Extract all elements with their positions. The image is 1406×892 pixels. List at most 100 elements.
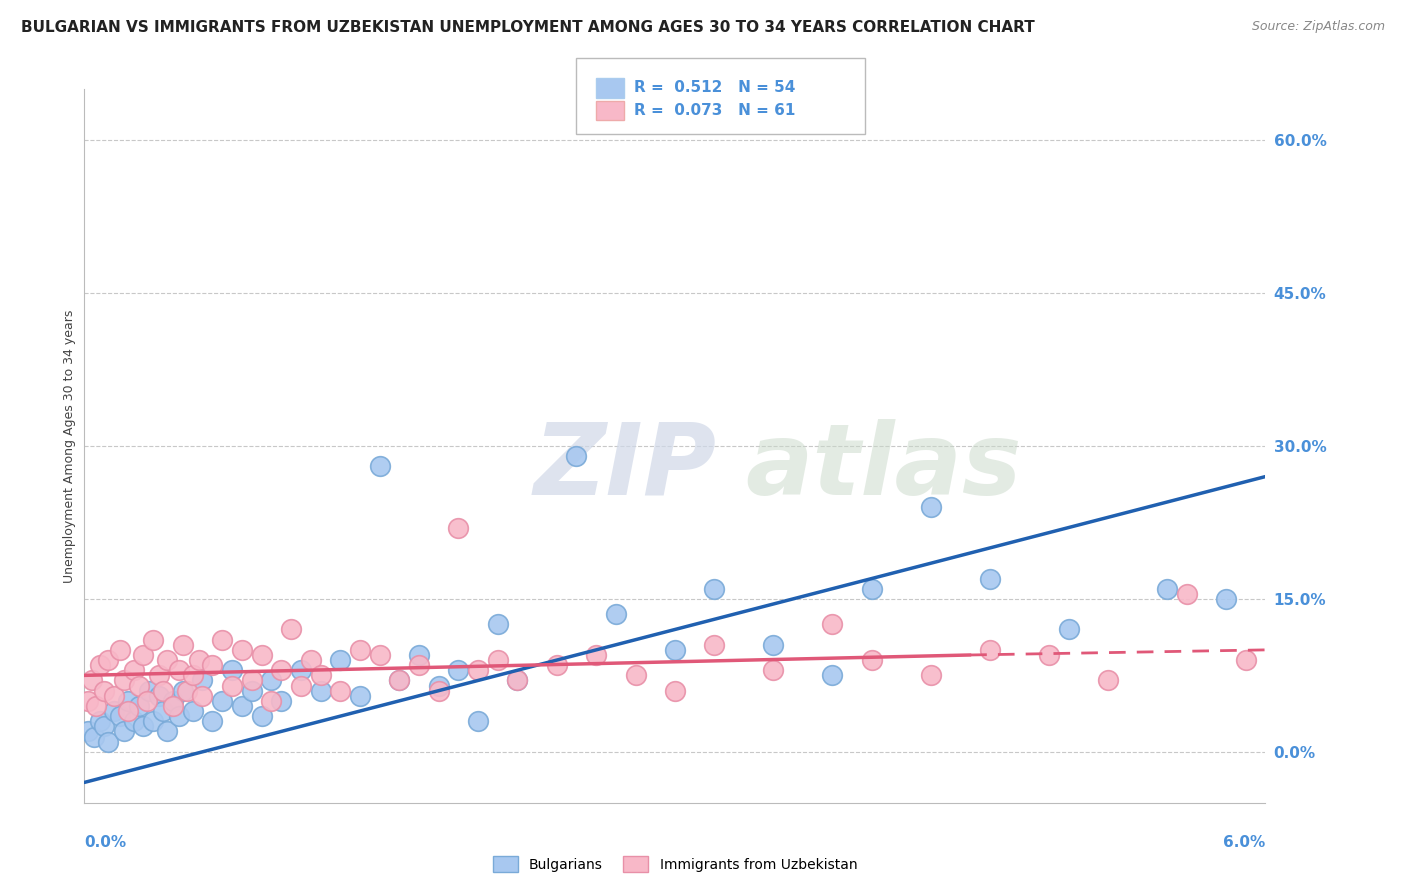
Text: R =  0.512   N = 54: R = 0.512 N = 54 xyxy=(634,80,796,95)
Point xyxy=(112,724,135,739)
Point xyxy=(388,673,411,688)
Point xyxy=(546,658,568,673)
Point xyxy=(1215,591,1237,606)
Point xyxy=(191,673,214,688)
Point xyxy=(920,500,942,515)
Point xyxy=(93,683,115,698)
Point xyxy=(1234,653,1257,667)
Point xyxy=(103,689,125,703)
Point xyxy=(82,673,104,688)
Point xyxy=(142,714,165,729)
Point xyxy=(103,704,125,718)
Point xyxy=(664,683,686,698)
Point xyxy=(211,632,233,647)
Point xyxy=(156,724,179,739)
Point xyxy=(467,714,489,729)
Point xyxy=(1038,648,1060,662)
Point xyxy=(920,668,942,682)
Point xyxy=(447,663,470,677)
Point xyxy=(128,698,150,713)
Point xyxy=(181,668,204,682)
Point xyxy=(664,643,686,657)
Point xyxy=(122,663,145,677)
Point xyxy=(201,658,224,673)
Point xyxy=(821,668,844,682)
Point xyxy=(231,698,253,713)
Legend: Bulgarians, Immigrants from Uzbekistan: Bulgarians, Immigrants from Uzbekistan xyxy=(486,851,863,878)
Point xyxy=(132,648,155,662)
Point xyxy=(83,730,105,744)
Point xyxy=(1057,623,1080,637)
Point xyxy=(117,694,139,708)
Point xyxy=(108,709,131,723)
Point xyxy=(89,658,111,673)
Point xyxy=(250,709,273,723)
Point xyxy=(152,704,174,718)
Point xyxy=(112,673,135,688)
Point xyxy=(290,679,312,693)
Point xyxy=(762,638,785,652)
Point xyxy=(167,709,190,723)
Point xyxy=(142,632,165,647)
Point xyxy=(89,714,111,729)
Point xyxy=(290,663,312,677)
Point xyxy=(187,653,209,667)
Point xyxy=(132,719,155,733)
Point xyxy=(299,653,322,667)
Point xyxy=(221,679,243,693)
Point xyxy=(408,648,430,662)
Point xyxy=(122,714,145,729)
Point xyxy=(152,683,174,698)
Point xyxy=(486,617,509,632)
Point xyxy=(329,683,352,698)
Point xyxy=(181,704,204,718)
Point xyxy=(260,673,283,688)
Point xyxy=(240,683,263,698)
Text: R =  0.073   N = 61: R = 0.073 N = 61 xyxy=(634,103,796,118)
Point xyxy=(506,673,529,688)
Point xyxy=(136,694,159,708)
Point xyxy=(250,648,273,662)
Point xyxy=(172,638,194,652)
Text: ZIP: ZIP xyxy=(533,419,716,516)
Point xyxy=(329,653,352,667)
Point xyxy=(1097,673,1119,688)
Point xyxy=(979,643,1001,657)
Point xyxy=(762,663,785,677)
Point xyxy=(97,653,120,667)
Point xyxy=(201,714,224,729)
Point xyxy=(860,582,883,596)
Point xyxy=(427,683,450,698)
Point xyxy=(703,638,725,652)
Text: atlas: atlas xyxy=(745,419,1022,516)
Point xyxy=(1175,587,1198,601)
Point xyxy=(167,663,190,677)
Point xyxy=(388,673,411,688)
Point xyxy=(605,607,627,622)
Point xyxy=(486,653,509,667)
Point xyxy=(565,449,588,463)
Point xyxy=(77,724,100,739)
Point xyxy=(84,698,107,713)
Point xyxy=(138,683,160,698)
Point xyxy=(624,668,647,682)
Point xyxy=(368,459,391,474)
Point xyxy=(260,694,283,708)
Point xyxy=(240,673,263,688)
Point xyxy=(270,694,292,708)
Point xyxy=(506,673,529,688)
Point xyxy=(176,683,198,698)
Point xyxy=(221,663,243,677)
Point xyxy=(162,694,184,708)
Point xyxy=(280,623,302,637)
Text: Source: ZipAtlas.com: Source: ZipAtlas.com xyxy=(1251,20,1385,33)
Point xyxy=(427,679,450,693)
Point xyxy=(108,643,131,657)
Point xyxy=(191,689,214,703)
Point xyxy=(156,653,179,667)
Point xyxy=(467,663,489,677)
Point xyxy=(211,694,233,708)
Point xyxy=(93,719,115,733)
Point xyxy=(349,643,371,657)
Text: 6.0%: 6.0% xyxy=(1223,836,1265,850)
